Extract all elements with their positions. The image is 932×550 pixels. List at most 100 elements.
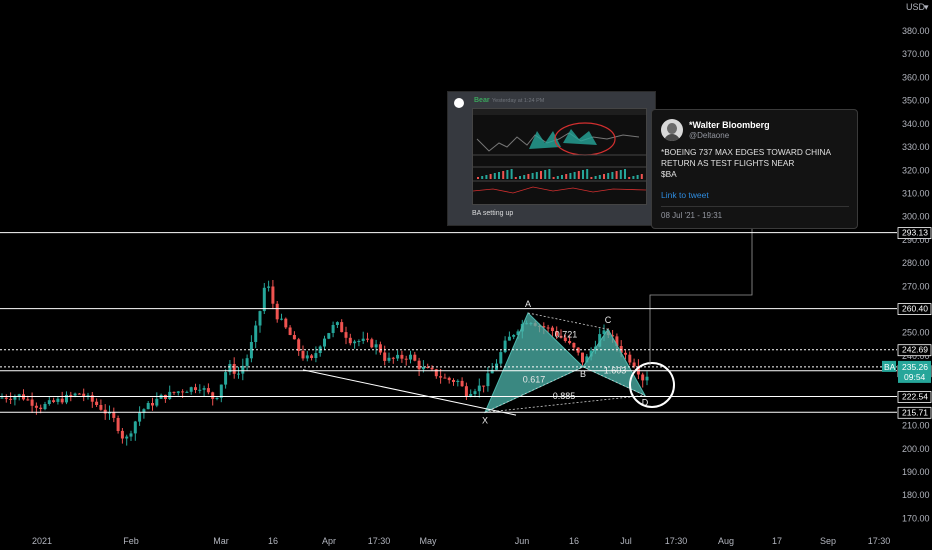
price-countdown: 09:54: [904, 372, 926, 382]
candle-body: [357, 341, 361, 342]
highlight-circle: [629, 361, 675, 408]
thumbnail-volume-bar: [619, 170, 622, 179]
thumbnail-volume-bar: [598, 175, 601, 179]
discord-username: Bear: [474, 97, 490, 104]
pattern-xab-triangle: [484, 312, 584, 414]
time-tick: Aug: [718, 536, 734, 546]
candle-body: [314, 353, 318, 358]
level-tag[interactable]: [897, 344, 932, 357]
price-tick: 250.00: [902, 328, 930, 338]
thumbnail-volume-bar: [632, 176, 635, 179]
pattern-point-label: A: [525, 299, 531, 309]
candle-body: [280, 318, 283, 320]
symbol-tag-label: BA: [884, 362, 896, 372]
candle-body: [26, 399, 30, 401]
candle-body: [9, 398, 13, 400]
candle-body: [52, 400, 56, 402]
level-tag[interactable]: [897, 227, 932, 240]
level-tag[interactable]: [897, 391, 932, 403]
candle-body: [507, 336, 511, 341]
candle-body: [142, 409, 146, 413]
candle-body: [645, 376, 649, 381]
price-tick: 190.00: [902, 467, 930, 477]
candle-body: [172, 391, 176, 393]
candle-body: [288, 327, 292, 335]
candlestick-series: [0, 280, 649, 446]
candle-body: [112, 412, 116, 418]
candle-body: [39, 407, 43, 409]
candle-body: [383, 352, 387, 361]
time-tick: Jul: [620, 536, 632, 546]
time-tick: 16: [268, 536, 278, 546]
tweet-link[interactable]: Link to tweet: [661, 190, 709, 200]
candle-body: [421, 367, 425, 370]
candle-body: [133, 421, 137, 434]
candle-body: [90, 395, 94, 402]
candle-body: [486, 373, 490, 387]
trend-line: [302, 369, 517, 416]
thumbnail-volume-bar: [527, 174, 530, 179]
candle-body: [327, 333, 331, 339]
pattern-ratio-label: 0.721: [555, 329, 578, 339]
level-tag[interactable]: [897, 406, 932, 419]
candle-body: [224, 372, 228, 385]
thumbnail-volume-bar: [548, 169, 551, 179]
price-tick: 210.00: [902, 421, 930, 431]
price-tick: 200.00: [902, 444, 930, 454]
currency-label[interactable]: USD: [906, 2, 926, 12]
thumbnail-volume-bar: [569, 173, 572, 179]
candle-body: [211, 392, 215, 399]
candle-body: [310, 355, 314, 358]
candle-body: [254, 325, 258, 342]
candle-body: [73, 393, 77, 396]
candle-body: [116, 418, 120, 431]
candle-body: [232, 364, 236, 374]
candle-body: [56, 398, 60, 402]
thumbnail-volume-bar: [628, 177, 631, 179]
tweet-author-name: *Walter Bloomberg: [689, 120, 770, 130]
thumbnail-volume-bar: [556, 176, 559, 179]
candle-body: [82, 393, 86, 397]
price-tick: 330.00: [902, 142, 930, 152]
level-tag[interactable]: [897, 303, 932, 316]
candle-body: [301, 351, 305, 359]
time-tick: Feb: [123, 536, 139, 546]
thumbnail-volume-bar: [489, 174, 492, 179]
candle-body: [344, 332, 348, 338]
candle-body: [477, 385, 481, 392]
candle-body: [103, 409, 107, 414]
thumbnail-volume-bar: [510, 169, 513, 179]
symbol-tag[interactable]: [882, 360, 896, 372]
price-tick: 180.00: [902, 490, 930, 500]
currency-dropdown-icon[interactable]: ▾: [924, 2, 929, 12]
pattern-point-label: D: [642, 397, 649, 407]
thumbnail-volume-bar: [531, 173, 534, 179]
time-tick: 17:30: [868, 536, 891, 546]
candle-body: [185, 391, 189, 393]
thumbnail-volume-bar: [590, 177, 593, 179]
thumbnail-volume-bar: [523, 175, 526, 179]
candle-body: [120, 430, 124, 439]
price-tag-value: 235.26: [902, 362, 928, 372]
thumbnail-volume-bar: [493, 173, 496, 179]
candle-body: [168, 391, 172, 399]
candle-body: [129, 433, 133, 437]
price-axis-bg[interactable]: [897, 0, 932, 550]
price-tag[interactable]: [898, 360, 931, 383]
candle-body: [271, 286, 275, 304]
thumbnail-volume-bar: [552, 177, 555, 179]
thumbnail-volume-bar: [481, 176, 484, 179]
thumbnail-volume-bar: [485, 175, 488, 179]
candle-body: [99, 405, 103, 410]
thumbnail-volume-bar: [477, 177, 479, 179]
thumbnail-volume-bar: [502, 171, 505, 179]
thumbnail-volume-bar: [498, 172, 500, 179]
candle-body: [65, 394, 68, 403]
candle-body: [202, 388, 206, 390]
thumbnail-volume-bar: [636, 175, 639, 179]
candle-body: [17, 394, 21, 397]
candle-body: [430, 367, 434, 370]
thumbnail-volume-bar: [607, 173, 610, 179]
time-tick: 17:30: [368, 536, 391, 546]
